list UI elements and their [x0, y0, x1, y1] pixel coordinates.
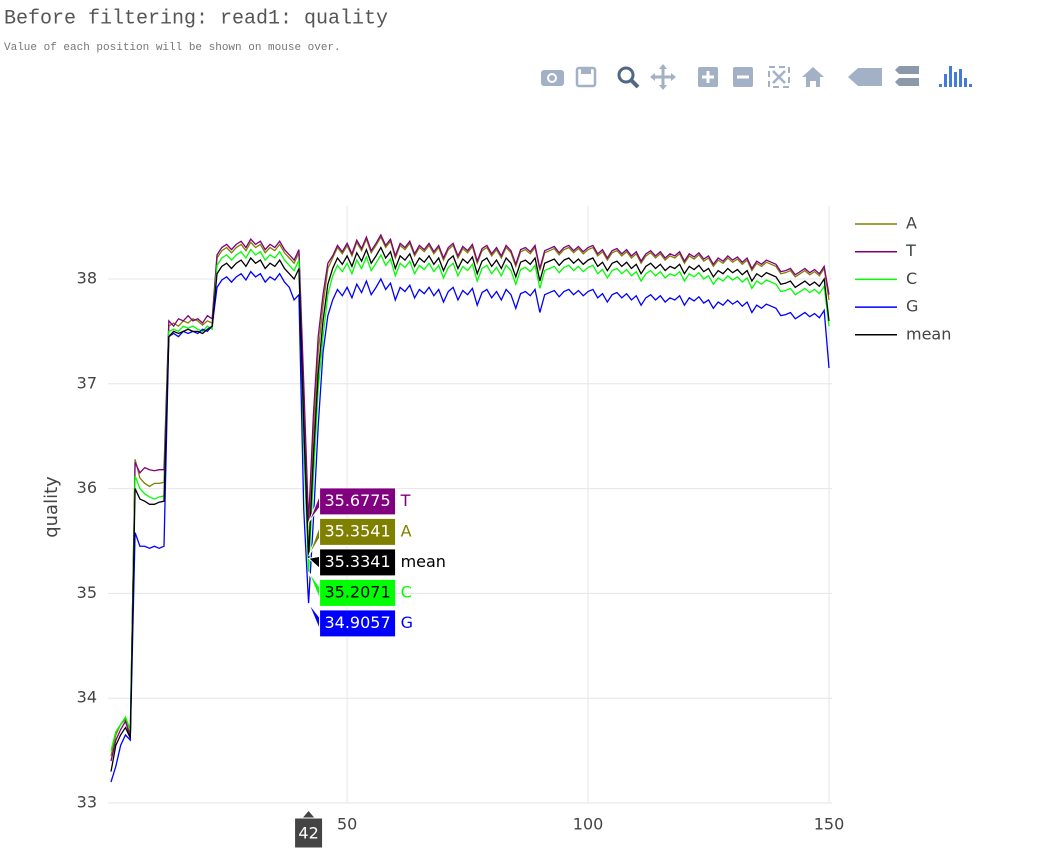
hover-name: mean: [401, 552, 446, 571]
x-tick-label: 50: [337, 815, 357, 834]
hover-value: 35.3541: [324, 521, 390, 540]
hover-label: 34.9057 G: [308, 602, 413, 638]
reset-button[interactable]: [802, 67, 824, 87]
hover-box: [319, 578, 397, 607]
series-line: [110, 270, 830, 783]
series-line: [110, 246, 830, 772]
spike-button[interactable]: [848, 68, 882, 86]
zoom-out-button[interactable]: [733, 67, 753, 87]
hover-box: [319, 517, 397, 546]
hover-x-box: [294, 817, 324, 849]
save-button[interactable]: [575, 66, 597, 88]
compare-button[interactable]: [895, 66, 919, 86]
hover-value: 34.9057: [324, 613, 390, 632]
x-tick-label: 150: [814, 815, 845, 834]
hover-label: 35.3541 A: [308, 517, 412, 557]
hover-label: 35.3341 mean: [307, 548, 446, 577]
plotly-logo[interactable]: [939, 66, 972, 87]
x-tick-label: 100: [573, 815, 604, 834]
hover-label: 35.6775 T: [308, 487, 411, 523]
hover-box: [319, 609, 397, 638]
hover-x-pointer: [302, 811, 315, 818]
y-tick-label: 38: [77, 268, 97, 287]
hover-value: 35.2071: [324, 582, 390, 601]
legend-label: mean: [906, 324, 951, 343]
y-tick-label: 36: [77, 478, 97, 497]
toolbar: [541, 64, 972, 90]
pan-button[interactable]: [650, 64, 676, 90]
hover-box: [319, 487, 397, 516]
hover-x-value: 42: [298, 824, 318, 843]
series-line: [110, 248, 830, 751]
y-axis-label: quality: [41, 476, 62, 538]
series-line: [110, 235, 830, 756]
hover-box: [319, 548, 397, 577]
hover-x-label: 42: [294, 811, 324, 849]
hover-value: 35.6775: [324, 491, 390, 510]
hover-name: A: [401, 521, 412, 540]
chart-title: Before filtering: read1: quality: [4, 7, 388, 30]
chart-subtitle: Value of each position will be shown on …: [4, 42, 341, 54]
legend-label: G: [906, 297, 918, 316]
series-line: [110, 233, 830, 762]
y-tick-label: 37: [77, 373, 97, 392]
hover-value: 35.3341: [324, 552, 390, 571]
zoom-in-button[interactable]: [698, 67, 718, 87]
y-tick-label: 35: [77, 583, 97, 602]
legend-label: T: [905, 241, 916, 260]
y-tick-label: 33: [77, 793, 97, 812]
legend-label: C: [906, 269, 917, 288]
hover-pointer: [308, 602, 321, 630]
zoom-button[interactable]: [617, 66, 640, 89]
hover-label: 35.2071 C: [308, 571, 412, 607]
autoscale-button[interactable]: [768, 66, 790, 88]
camera-button[interactable]: [541, 70, 564, 86]
hover-name: G: [401, 613, 413, 632]
y-tick-label: 34: [77, 688, 97, 707]
hover-name: T: [400, 491, 411, 510]
hover-name: C: [401, 582, 412, 601]
legend-label: A: [906, 214, 917, 233]
